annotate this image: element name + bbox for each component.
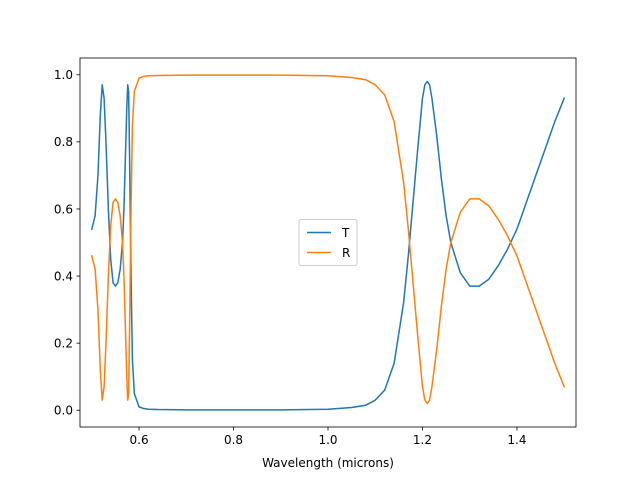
x-tick-label: 0.6	[130, 433, 149, 447]
y-tick-label: 0.4	[54, 269, 73, 283]
series-line-r	[90, 74, 566, 405]
x-tick-label: 0.8	[224, 433, 243, 447]
series-line-t	[90, 80, 566, 411]
legend-box	[298, 219, 358, 266]
y-axis-ticks: 0.0 0.2 0.4 0.6 0.8 1.0	[54, 68, 80, 418]
x-tick-label: 1.4	[507, 433, 526, 447]
legend-label-r: R	[342, 246, 350, 260]
series-layer	[90, 74, 566, 411]
y-tick-label: 0.6	[54, 202, 73, 216]
x-tick-label: 1.0	[318, 433, 337, 447]
y-tick-label: 1.0	[54, 68, 73, 82]
x-axis-label: Wavelength (microns)	[262, 456, 394, 470]
x-tick-label: 1.2	[413, 433, 432, 447]
legend-items: TR	[307, 226, 350, 260]
y-tick-label: 0.2	[54, 336, 73, 350]
y-tick-label: 0.0	[54, 404, 73, 418]
y-tick-label: 0.8	[54, 135, 73, 149]
legend-label-t: T	[341, 226, 350, 240]
x-axis-ticks: 0.6 0.8 1.0 1.2 1.4	[130, 427, 526, 447]
legend: TR	[298, 219, 358, 266]
